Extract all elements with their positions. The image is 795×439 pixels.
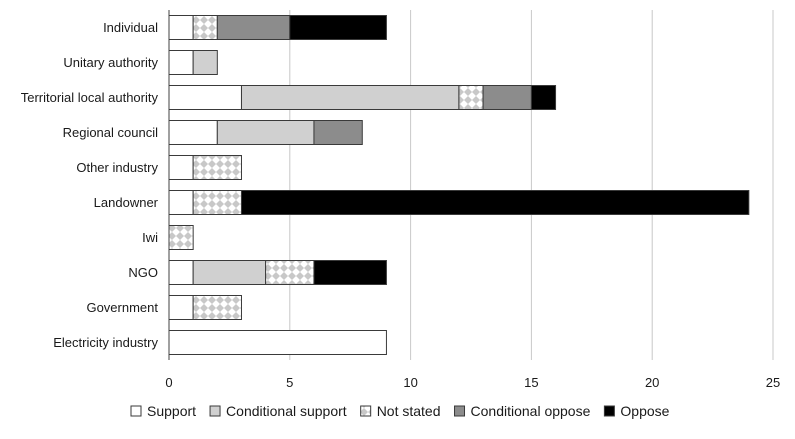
category-label: NGO <box>128 265 158 280</box>
legend-label: Conditional support <box>226 403 347 419</box>
bar-segment <box>458 85 484 110</box>
bar-segment <box>168 190 194 215</box>
legend-swatch <box>454 405 466 417</box>
bar-segment <box>168 85 242 110</box>
legend-swatch <box>130 405 142 417</box>
x-tick-label: 15 <box>524 375 538 390</box>
bar-segment <box>313 120 363 145</box>
bar-segment <box>192 15 218 40</box>
bar-segment <box>168 225 194 250</box>
bar-segment <box>192 190 242 215</box>
category-label: Regional council <box>63 125 159 140</box>
bar-segment <box>265 260 315 285</box>
bar-segment <box>192 260 267 285</box>
bar-segment <box>240 85 460 110</box>
legend-label: Oppose <box>620 403 669 419</box>
bar-segment <box>168 120 218 145</box>
category-label: Individual <box>103 20 158 35</box>
category-label: Landowner <box>94 195 159 210</box>
legend-label: Support <box>147 403 196 419</box>
category-label: Territorial local authority <box>21 90 159 105</box>
category-label: Electricity industry <box>53 335 158 350</box>
category-label: Unitary authority <box>63 55 158 70</box>
bar-segment <box>313 260 387 285</box>
x-tick-label: 5 <box>286 375 293 390</box>
bar-segment <box>192 295 242 320</box>
category-label: Government <box>86 300 158 315</box>
legend-swatch <box>360 405 372 417</box>
category-label: Other industry <box>76 160 158 175</box>
bar-segment <box>482 85 532 110</box>
legend-label: Not stated <box>377 403 441 419</box>
bar-segment <box>168 260 194 285</box>
legend-label: Conditional oppose <box>471 403 591 419</box>
bar-segment <box>216 15 291 40</box>
legend-swatch <box>209 405 221 417</box>
bar-segment <box>192 155 242 180</box>
x-tick-label: 25 <box>766 375 780 390</box>
bar-segment <box>168 330 387 355</box>
legend-swatch <box>603 405 615 417</box>
x-tick-label: 0 <box>165 375 172 390</box>
bar-segment <box>530 85 557 110</box>
x-tick-label: 20 <box>645 375 659 390</box>
bar-segment <box>168 155 194 180</box>
bar-segment <box>168 50 194 75</box>
bar-segment <box>216 120 315 145</box>
x-tick-label: 10 <box>403 375 417 390</box>
bar-segment <box>289 15 387 40</box>
category-label: Iwi <box>142 230 158 245</box>
bar-segment <box>192 50 218 75</box>
bar-segment <box>240 190 750 215</box>
bar-segment <box>168 15 194 40</box>
bar-segment <box>168 295 194 320</box>
